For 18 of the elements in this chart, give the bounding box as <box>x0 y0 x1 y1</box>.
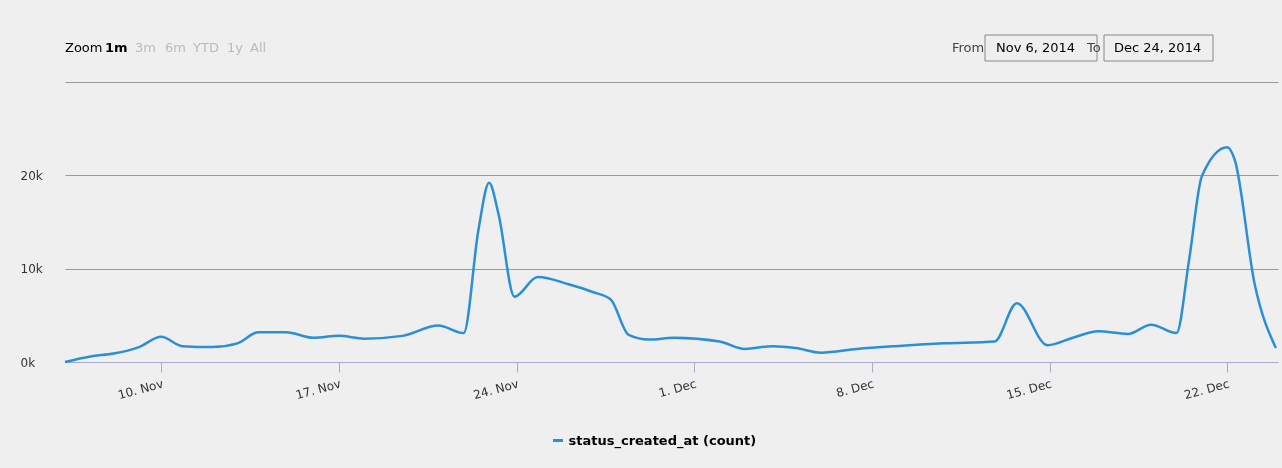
text: Nov 6, 2014 <box>996 40 1076 55</box>
x-tick-label: 24. Nov <box>471 376 521 403</box>
x-tick-label: 10. Nov <box>116 376 165 403</box>
x-tick-label: 22. Dec <box>1182 376 1231 403</box>
text: Zoom <box>65 40 103 55</box>
text: To <box>1086 40 1101 55</box>
x-tick-label: 8. Dec <box>834 376 876 401</box>
text: 1m <box>105 40 128 55</box>
text: Dec 24, 2014 <box>1114 40 1202 55</box>
y-tick-label: 10k <box>20 262 43 277</box>
legend-label: status_created_at (count) <box>568 432 757 449</box>
x-tick-label: 1. Dec <box>657 376 698 401</box>
line-series <box>63 146 1278 364</box>
y-tick-label: 20k <box>20 168 43 183</box>
x-tick-label: 17. Nov <box>294 376 343 403</box>
x-tick-label: 15. Dec <box>1005 376 1054 403</box>
y-tick-label: 0k <box>20 355 36 370</box>
text: From <box>952 40 985 55</box>
